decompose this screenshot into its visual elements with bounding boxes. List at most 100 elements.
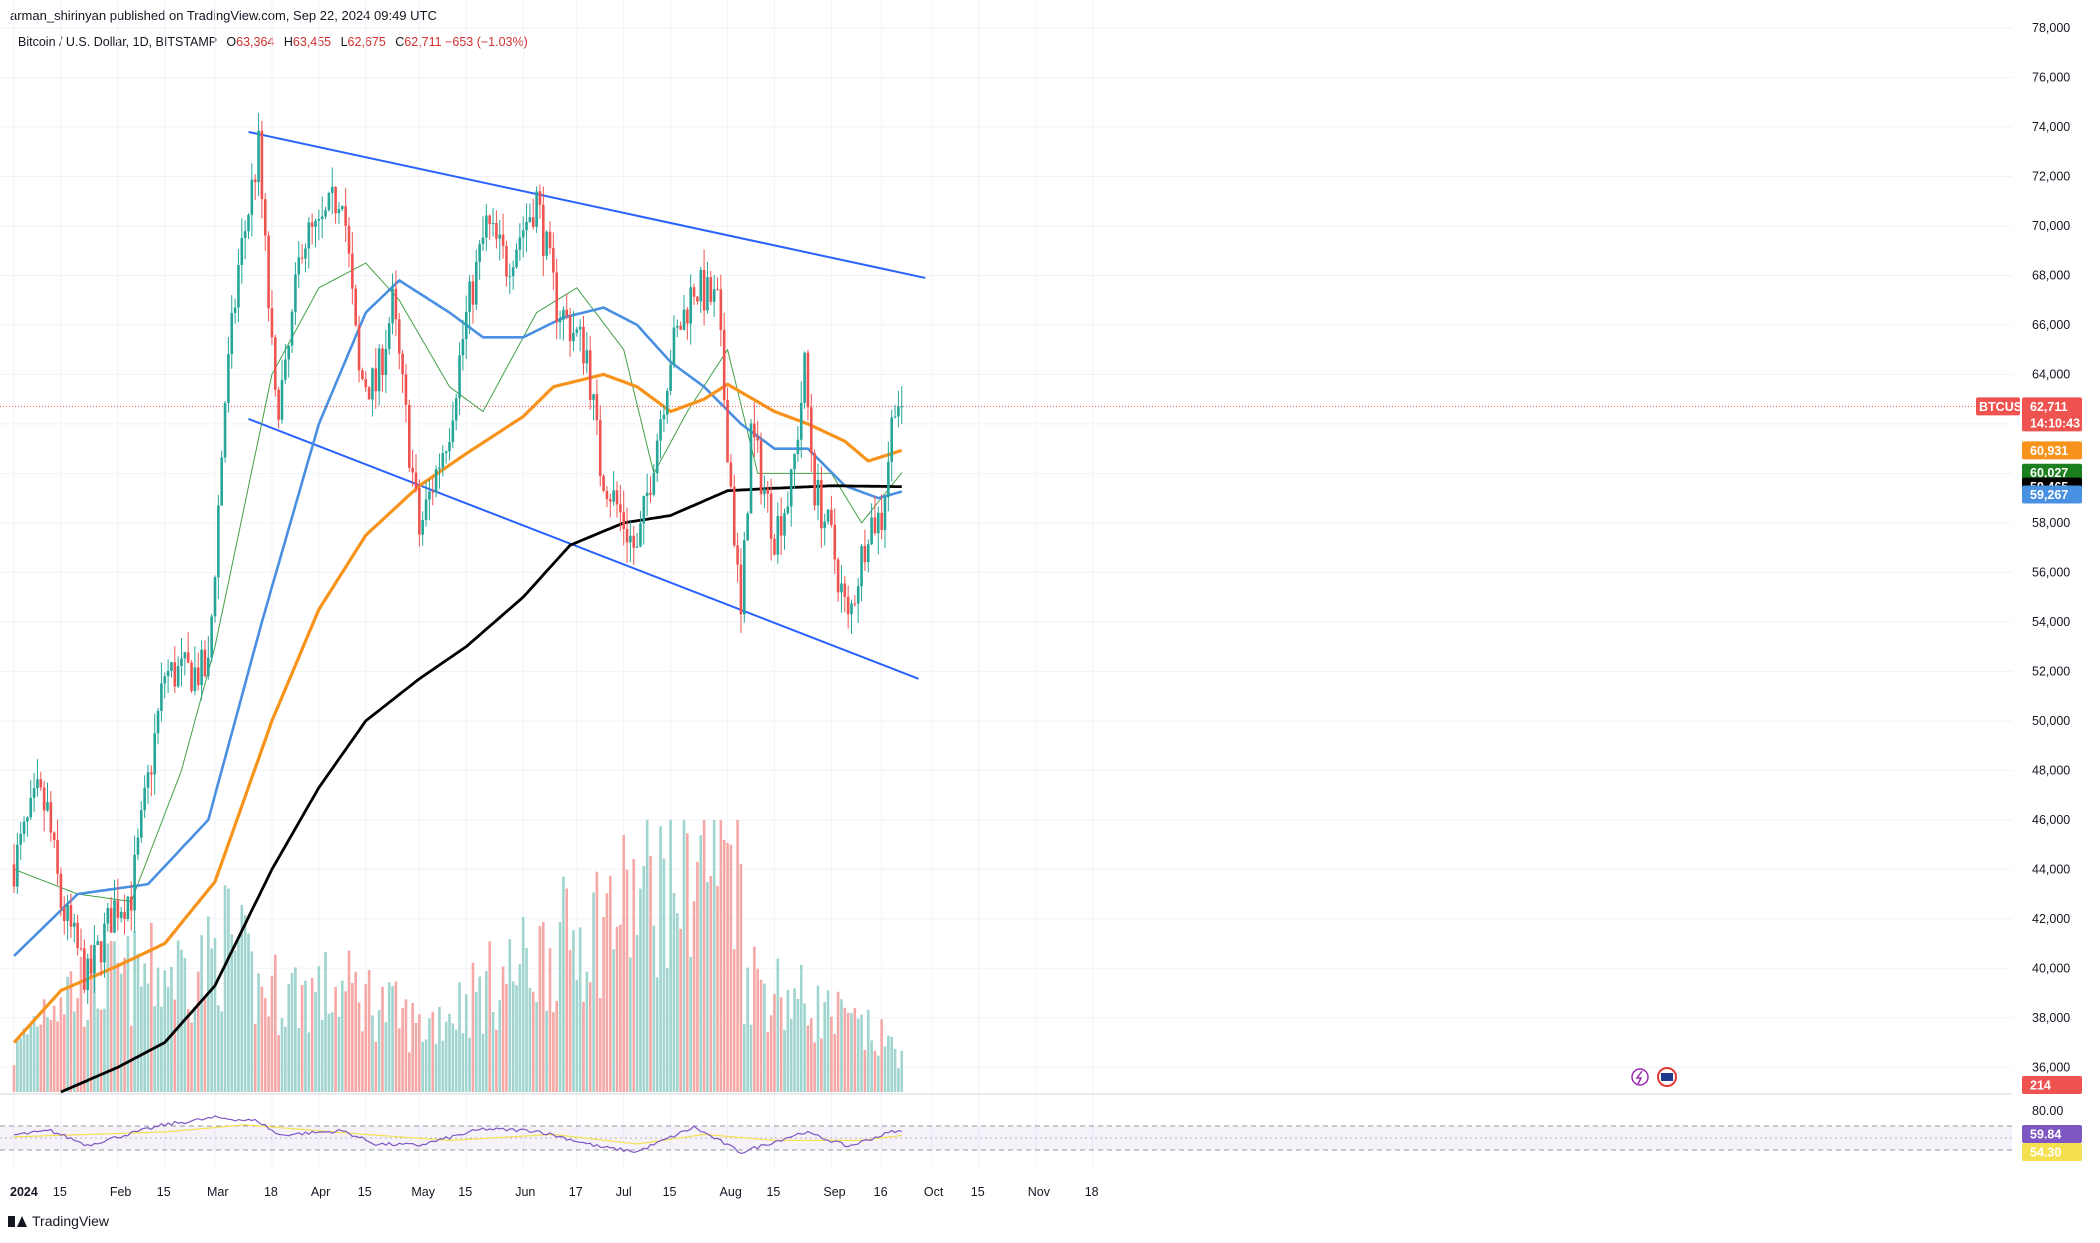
candle-body	[374, 368, 378, 392]
candle-body	[552, 248, 555, 273]
volume-bar	[595, 871, 599, 1092]
symbol-badge-bg	[1976, 397, 2020, 416]
volume-bar	[625, 869, 629, 1092]
volume-bar	[411, 1003, 414, 1092]
time-tick-label: 15	[358, 1185, 372, 1199]
candle-body	[531, 217, 535, 227]
volume-bar	[143, 963, 146, 1092]
volume-bar	[629, 957, 632, 1092]
volume-bar	[317, 966, 321, 1092]
candle-body	[210, 616, 213, 658]
candle-body	[99, 941, 103, 963]
volume-bar	[394, 981, 398, 1092]
candle-body	[156, 710, 160, 734]
candle-body	[418, 488, 421, 535]
volume-bar	[351, 982, 354, 1092]
volume-bar	[736, 820, 739, 1092]
candle-body	[732, 486, 736, 546]
candle-body	[267, 235, 270, 309]
volume-bar	[170, 966, 173, 1092]
volume-bar	[240, 904, 244, 1092]
candle-body	[743, 540, 746, 615]
volume-bar	[461, 1033, 465, 1092]
volume-bar	[820, 1038, 823, 1092]
candle-body	[699, 270, 703, 302]
volume-bar	[649, 855, 652, 1092]
volume-bar	[347, 950, 351, 1092]
volume-bar	[572, 930, 575, 1092]
candle-body	[163, 676, 167, 684]
candle-body	[36, 779, 39, 789]
price-axis[interactable]: 36,000 38,000 40,000 42,000 44,000 46,000 48,0…	[2032, 21, 2070, 1074]
volume-bar	[622, 835, 625, 1092]
volume-bar	[103, 1008, 106, 1092]
candle-body	[96, 941, 100, 945]
candle-body	[240, 238, 244, 266]
candle-body	[220, 457, 223, 506]
volume-badge-bg	[2022, 1076, 2082, 1094]
volume-bar	[334, 986, 337, 1092]
candle-body	[518, 237, 522, 250]
volume-bar	[662, 858, 666, 1092]
volume-bar	[39, 1024, 43, 1092]
candle-body	[686, 309, 689, 324]
price-tick-label: 48,000	[2032, 763, 2070, 777]
candle-body	[602, 475, 605, 491]
volume-bar	[729, 844, 733, 1092]
price-tick-label: 74,000	[2032, 120, 2070, 134]
volume-bar	[156, 967, 160, 1092]
volume-bar	[568, 950, 572, 1092]
candle-body	[129, 896, 133, 911]
candle-body	[133, 854, 136, 911]
candle-body	[887, 461, 890, 498]
candle-body	[62, 908, 66, 921]
price-tick-label: 70,000	[2032, 219, 2070, 233]
candle-body	[542, 204, 545, 256]
volume-bar	[746, 967, 749, 1092]
ma-50-line	[13, 279, 903, 957]
candle-body	[622, 512, 625, 529]
volume-bar	[113, 941, 116, 1092]
candle-body	[237, 265, 240, 308]
volume-bar	[19, 1038, 22, 1092]
candle-body	[193, 667, 197, 691]
candle-body	[716, 289, 719, 291]
candle-body	[59, 873, 63, 909]
candle-body	[562, 309, 565, 320]
volume-bar	[712, 820, 716, 1092]
volume-bar	[267, 1016, 270, 1092]
time-tick-label: Oct	[924, 1185, 944, 1199]
price-tick-label: 58,000	[2032, 516, 2070, 530]
candle-body	[575, 329, 579, 333]
candle-body	[458, 355, 461, 399]
candle-body	[401, 353, 404, 375]
rsi-pane: 80.00	[0, 1093, 2063, 1155]
candle-body	[756, 437, 759, 441]
candle-body	[773, 538, 776, 555]
volume-bar	[793, 988, 796, 1092]
candle-body	[753, 423, 756, 438]
volume-bar	[518, 964, 522, 1092]
volume-bar	[89, 944, 93, 1092]
open-value: 63,364	[236, 35, 275, 49]
candle-body	[592, 394, 595, 400]
rsi-tick-label: 80.00	[2032, 1104, 2063, 1118]
volume-bar	[213, 938, 217, 1092]
close-label: C	[395, 35, 405, 49]
price-channel[interactable]	[248, 130, 926, 680]
time-axis[interactable]: 2024 15 Feb 15 Mar 18 Apr 15 May 15 Jun 17 Jul 15 Aug 1…	[10, 1185, 1099, 1199]
candle-body	[203, 649, 207, 677]
candle-body	[866, 544, 870, 563]
volume-bar	[361, 1031, 364, 1092]
volume-bar	[438, 1006, 441, 1092]
volume-bar	[538, 926, 542, 1092]
candle-body	[113, 900, 116, 933]
candle-body	[341, 206, 344, 210]
candle-body	[880, 512, 883, 530]
candle-body	[736, 545, 739, 565]
volume-bar	[200, 935, 203, 1092]
candle-body	[820, 480, 823, 529]
time-tick-label: 17	[569, 1185, 583, 1199]
candle-body	[763, 488, 766, 495]
